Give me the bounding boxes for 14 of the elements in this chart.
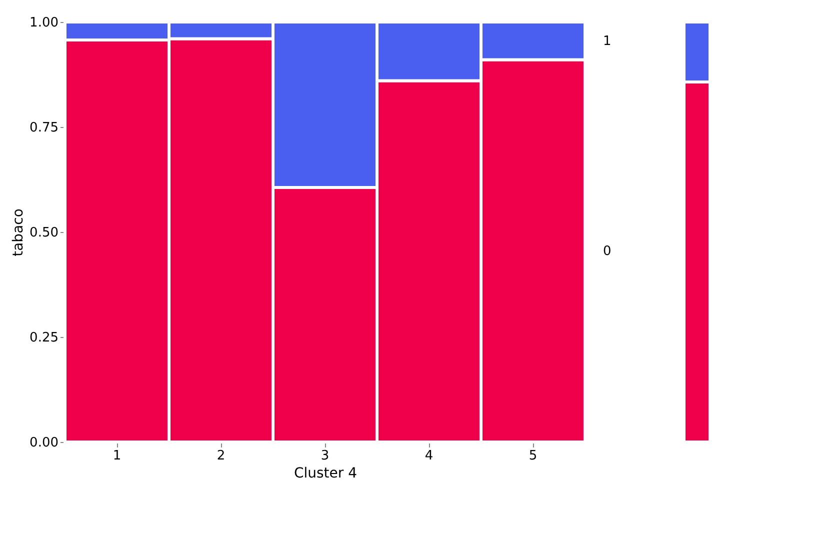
x-axis-title: Cluster 4 — [294, 466, 358, 482]
x-tick-label: 2 — [216, 448, 226, 464]
y-tick-label: 0.75 — [30, 120, 58, 136]
series-label: 0 — [603, 244, 612, 259]
text: 0.00 — [30, 436, 58, 450]
x-tick-label: 1 — [112, 448, 122, 464]
y-tick-label: 0.50 — [30, 226, 58, 240]
x-tick-label: 5 — [528, 448, 538, 464]
y-tick-label: 0.25 — [30, 330, 58, 346]
y-tick-label: 1.00 — [30, 16, 58, 30]
y-axis-title: tabaco — [10, 208, 27, 256]
x-tick-label: 4 — [424, 448, 434, 464]
x-tick-label: 3 — [320, 448, 330, 464]
series-label: 1 — [603, 34, 612, 49]
